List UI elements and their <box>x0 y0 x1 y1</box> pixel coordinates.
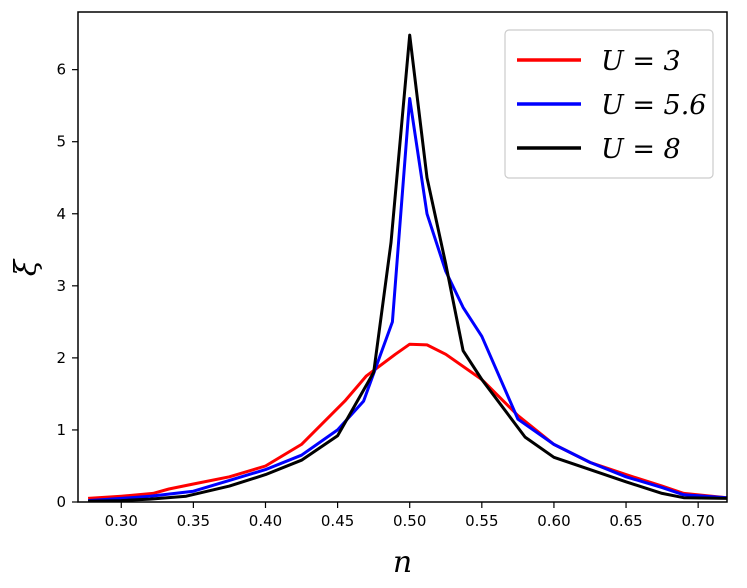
legend: U = 3 U = 5.6 U = 8 <box>504 29 714 179</box>
y-tick-label: 6 <box>56 61 66 79</box>
y-tick-label: 2 <box>56 349 66 367</box>
x-tick-label: 0.35 <box>177 512 210 530</box>
x-tick-label: 0.45 <box>321 512 354 530</box>
series-line-3 <box>88 33 727 502</box>
x-tick-label: 0.40 <box>249 512 282 530</box>
x-tick-label: 0.55 <box>465 512 498 530</box>
x-tick-label: 0.60 <box>537 512 570 530</box>
y-tick-label: 1 <box>56 421 66 439</box>
series-line-2 <box>88 97 727 502</box>
y-axis-ticks: 0 1 2 3 4 5 6 <box>56 61 78 511</box>
x-tick-label: 0.30 <box>105 512 138 530</box>
legend-label-2: U = 5.6 <box>601 90 706 121</box>
x-tick-label: 0.50 <box>393 512 426 530</box>
plot-frame <box>77 11 728 503</box>
y-tick-label: 4 <box>56 205 66 223</box>
x-tick-label: 0.70 <box>681 512 714 530</box>
x-axis-ticks: 0.30 0.35 0.40 0.45 0.50 0.55 0.60 0.65 0.70 <box>105 502 715 530</box>
series-layer <box>88 33 727 502</box>
series-line-1 <box>88 342 727 500</box>
x-tick-label: 0.65 <box>609 512 642 530</box>
y-tick-label: 5 <box>56 133 66 151</box>
y-axis-label: ξ <box>9 258 44 276</box>
legend-label-3: U = 8 <box>601 134 681 165</box>
legend-box <box>504 29 714 179</box>
legend-label-1: U = 3 <box>601 46 681 77</box>
y-tick-label: 3 <box>56 277 66 295</box>
y-tick-label: 0 <box>56 493 66 511</box>
x-axis-label: n <box>393 545 412 580</box>
